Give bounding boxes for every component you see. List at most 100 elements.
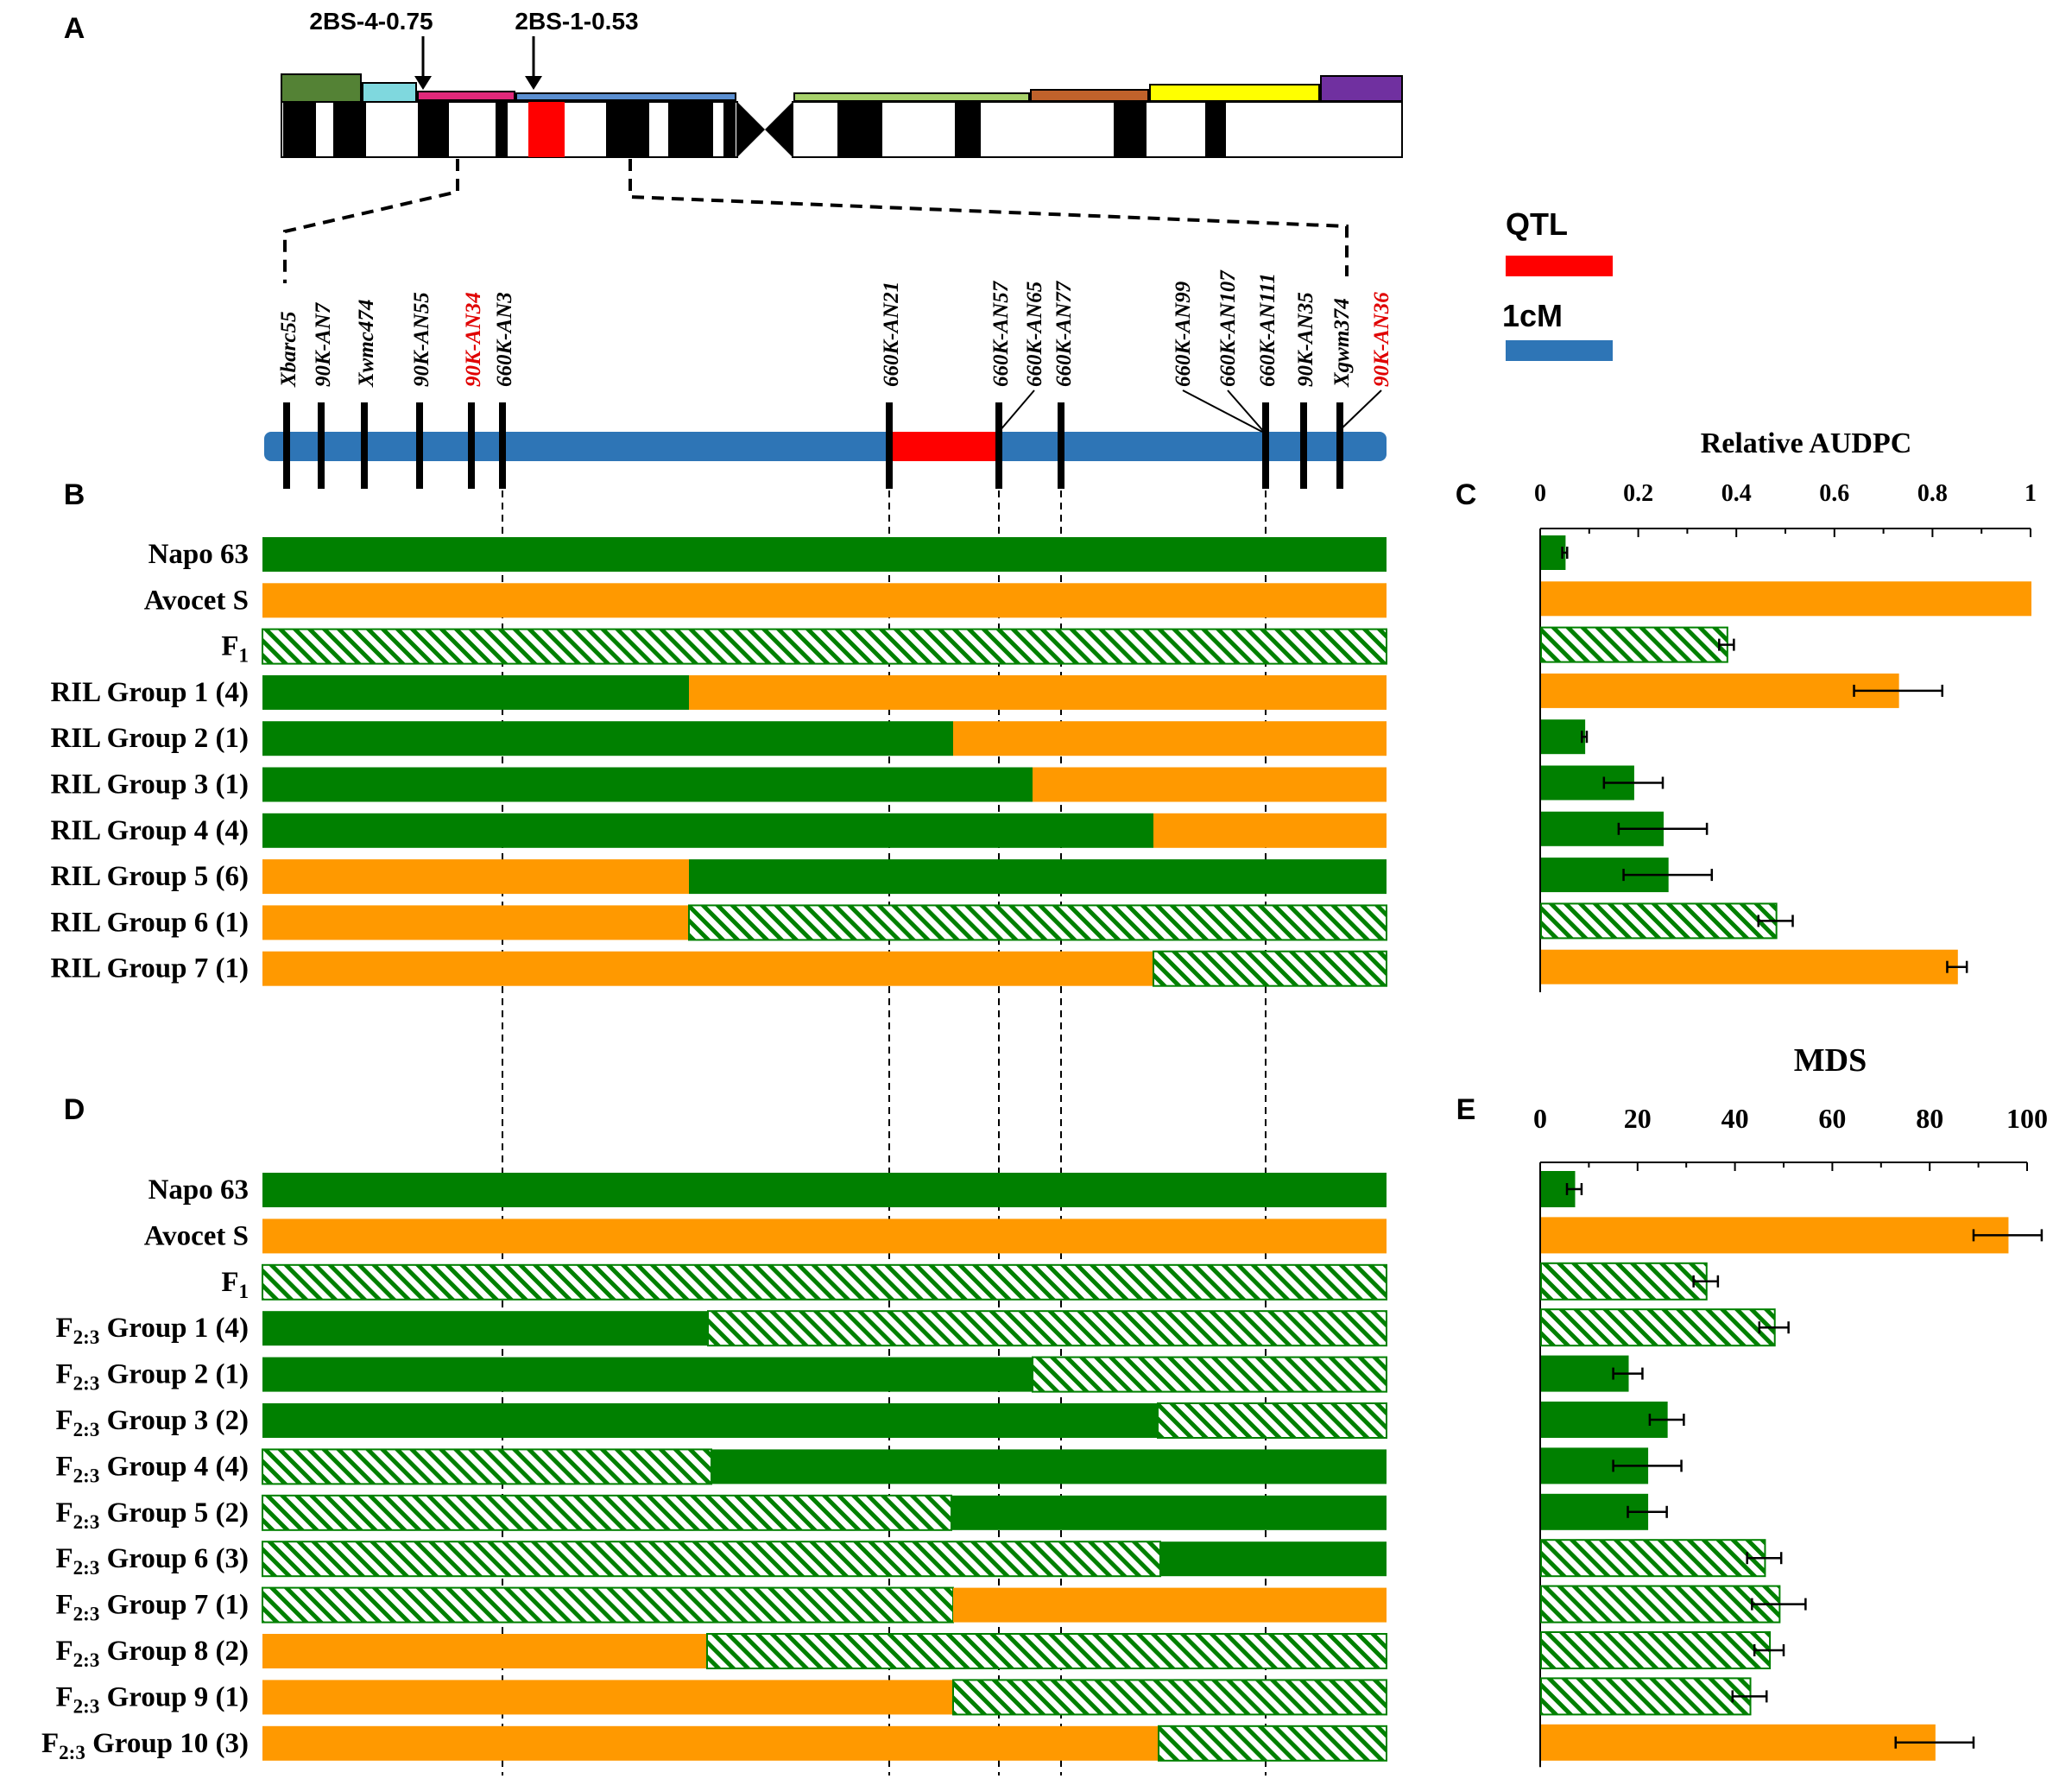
row-label-main: RIL Group 3 (1)	[50, 769, 249, 801]
qtl-band	[528, 102, 565, 157]
row-label-sub: 1	[239, 645, 250, 667]
panel-label-b: B	[64, 478, 85, 511]
bar	[1540, 1308, 1776, 1347]
row-label-tail: Group 3 (2)	[99, 1405, 249, 1436]
genotype-segment	[262, 628, 1387, 665]
bar	[1540, 1677, 1752, 1716]
genotype-segment	[262, 1541, 1161, 1578]
tick-label: 0.4	[1721, 480, 1752, 507]
band	[1205, 102, 1226, 157]
linkage-map-bar	[264, 432, 1387, 461]
genotype-segment	[262, 583, 1387, 618]
genotype-segment	[262, 1494, 952, 1531]
tick-label: 60	[1818, 1103, 1846, 1134]
genotype-segment	[689, 674, 1387, 710]
row-label-sub: 2:3	[73, 1511, 100, 1533]
row-label-sub: 2:3	[73, 1557, 100, 1579]
genotype-segment	[706, 1633, 1387, 1669]
marker-tick	[361, 402, 368, 489]
marker-label: Xgwm374	[1330, 298, 1354, 388]
row-label-sub: 2:3	[73, 1326, 100, 1348]
row-label-main: RIL Group 4 (4)	[50, 815, 249, 846]
row-label-main: RIL Group 1 (4)	[50, 677, 249, 708]
row-label-main: RIL Group 5 (6)	[50, 861, 249, 892]
chart-title-mds: MDS	[1794, 1042, 1867, 1079]
row-label: RIL Group 5 (6)	[50, 861, 249, 892]
row-label-tail: Group 7 (1)	[99, 1590, 249, 1621]
marker-label: Xbarc55	[277, 312, 300, 389]
genotype-segment	[707, 1310, 1387, 1347]
row-label: F2:3 Group 1 (4)	[56, 1313, 250, 1348]
genotype-segment	[711, 1449, 1387, 1484]
chart-title-audpc: Relative AUDPC	[1701, 427, 1912, 459]
bar	[1541, 719, 1586, 755]
tick-label: 100	[2006, 1103, 2048, 1134]
centromere	[765, 102, 793, 157]
marker-tick	[1262, 402, 1269, 489]
marker-label: 660K-AN3	[493, 292, 516, 387]
row-label-main: RIL Group 2 (1)	[50, 723, 249, 754]
arrow-label-2: 2BS-1-0.53	[515, 8, 638, 35]
genotype-segment	[688, 904, 1387, 941]
marker-tick	[1058, 402, 1064, 489]
chromosome-diagram: 2BS-4-0.75 2BS-1-0.53	[281, 8, 1403, 283]
row-label-sub: 1	[239, 1281, 250, 1302]
genotype-segment	[262, 1403, 1158, 1438]
row-label-main: F	[56, 1636, 73, 1667]
legend: QTL 1cM	[1502, 206, 1613, 361]
marker-tick	[1336, 402, 1343, 489]
genotype-segment	[262, 859, 689, 895]
row-label: Avocet S	[144, 585, 249, 616]
marker-label: 660K-AN21	[880, 282, 903, 387]
genotype-segment	[1158, 1725, 1387, 1762]
linkage-map	[264, 432, 1387, 461]
marker-label: 90K-AN36	[1370, 292, 1393, 387]
genotype-segment	[262, 1311, 708, 1346]
row-label-sub: 2:3	[73, 1695, 100, 1717]
panel-label-c: C	[1456, 478, 1477, 511]
marker-label: 660K-AN107	[1216, 269, 1240, 387]
marker-label: 660K-AN99	[1172, 281, 1195, 387]
band	[668, 102, 713, 157]
marker-label: 90K-AN35	[1294, 292, 1317, 387]
marker-tick	[416, 402, 423, 489]
bin-box	[1149, 84, 1320, 102]
tick-label: 40	[1721, 1103, 1749, 1134]
row-label: F2:3 Group 10 (3)	[41, 1728, 249, 1763]
row-label-sub: 2:3	[73, 1465, 100, 1486]
row-label-main: F	[56, 1405, 73, 1436]
band	[955, 102, 981, 157]
row-label: RIL Group 2 (1)	[50, 723, 249, 754]
bin-box	[1320, 75, 1403, 102]
band	[333, 102, 366, 157]
row-label: F2:3 Group 7 (1)	[56, 1590, 250, 1625]
row-label-main: F	[221, 1267, 238, 1298]
genotype-segment	[262, 721, 953, 756]
band	[283, 102, 316, 157]
bin-box	[1030, 89, 1149, 102]
genotype-segment	[953, 1587, 1387, 1623]
tick-label: 0	[1533, 1103, 1547, 1134]
row-label-main: F	[56, 1590, 73, 1621]
row-label: F2:3 Group 6 (3)	[56, 1543, 250, 1579]
bar	[1540, 1585, 1781, 1624]
row-label-main: F	[56, 1543, 73, 1574]
row-label: RIL Group 3 (1)	[50, 769, 249, 801]
panel-label-d: D	[64, 1093, 85, 1126]
genotype-segment	[262, 1173, 1387, 1207]
chromosome-long-arm	[792, 101, 1403, 158]
row-label-tail: Group 6 (3)	[99, 1543, 249, 1574]
qtl-region	[891, 432, 998, 461]
marker-leader	[998, 389, 1035, 433]
arrow-head	[414, 76, 432, 90]
genotype-segment	[952, 1679, 1387, 1716]
bar	[1540, 1631, 1772, 1669]
genotype-segment	[262, 813, 1153, 848]
genotype-segment	[689, 859, 1387, 895]
genotype-segment	[262, 1725, 1159, 1761]
mds-chart: MDS 0 20 40 60 80 100	[1533, 1042, 2048, 1768]
marker-label: 90K-AN7	[312, 301, 335, 387]
row-label: RIL Group 6 (1)	[50, 907, 249, 938]
